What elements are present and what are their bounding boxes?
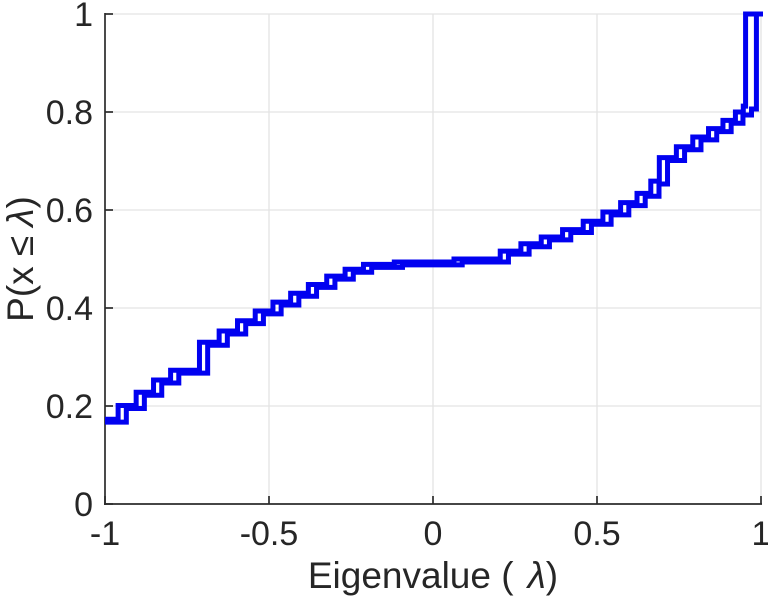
- lambda-symbol: λ: [0, 209, 41, 229]
- x-axis-label-close-paren: ): [546, 555, 558, 596]
- y-tick-label: 0.8: [46, 94, 93, 132]
- y-axis-label: P(x ≤ λ): [0, 196, 41, 322]
- x-tick-label: -1: [90, 515, 120, 553]
- ecdf-step-curve-1: [105, 11, 763, 422]
- lambda-symbol: λ: [526, 555, 546, 596]
- ecdf-series: [105, 11, 763, 425]
- y-axis-label-close-paren: ): [0, 196, 41, 208]
- x-tick-label: 0.5: [573, 515, 620, 553]
- tick-labels: -1 -0.5 0 0.5 1 0 0.2 0.4 0.6 0.8 1: [46, 0, 768, 553]
- x-tick-label: -0.5: [240, 515, 299, 553]
- x-axis-label-text: Eigenvalue (: [308, 555, 514, 596]
- y-axis-label-text: P(x ≤: [0, 236, 41, 322]
- y-tick-label: 0.6: [46, 192, 93, 230]
- y-tick-label: 0.2: [46, 388, 93, 426]
- x-tick-label: 1: [752, 515, 768, 553]
- y-tick-label: 0: [74, 486, 93, 524]
- y-tick-label: 0.4: [46, 290, 93, 328]
- y-tick-label: 1: [74, 0, 93, 34]
- axis-ticks: [104, 13, 762, 505]
- ecdf-step-curve-2: [105, 11, 763, 425]
- x-axis-label: Eigenvalue ( λ): [308, 555, 558, 596]
- grid-lines: [105, 13, 762, 504]
- x-tick-label: 0: [424, 515, 443, 553]
